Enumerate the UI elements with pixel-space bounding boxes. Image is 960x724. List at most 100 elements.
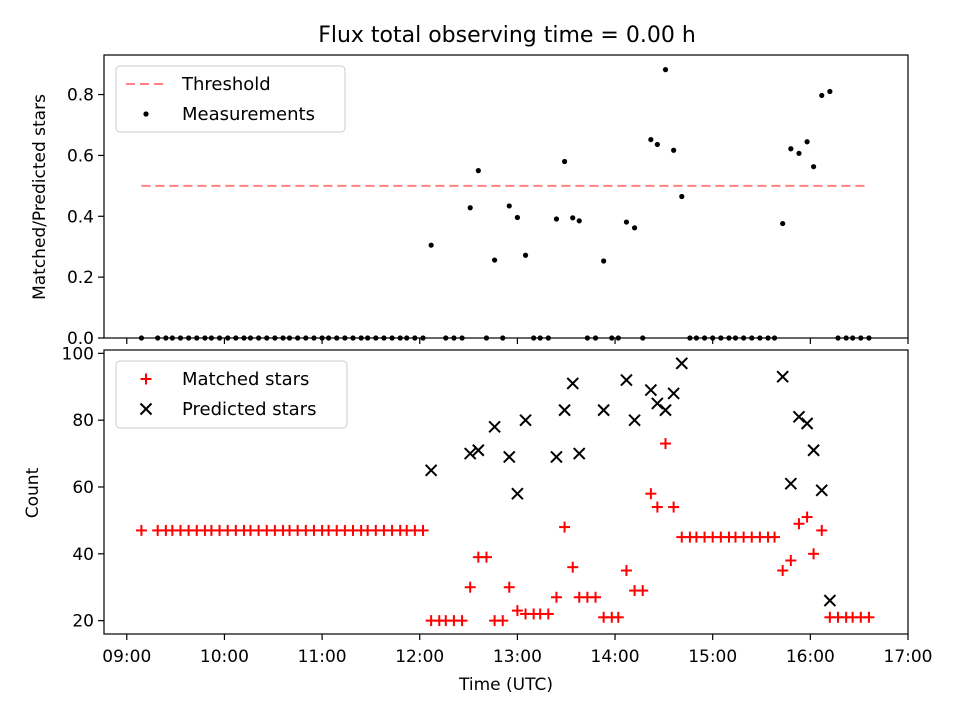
measurement-point <box>216 335 223 341</box>
measurement-point <box>561 158 568 165</box>
measurement-point <box>334 335 340 341</box>
matched-star-point <box>769 531 781 543</box>
measurement-point <box>662 67 669 73</box>
measurement-point <box>843 335 849 341</box>
measurement-point <box>225 335 231 341</box>
legend-predicted-marker <box>139 402 153 416</box>
measurement-point <box>342 335 348 341</box>
measurement-point <box>319 335 325 341</box>
measurement-point <box>350 335 356 341</box>
measurement-point <box>522 252 529 258</box>
measurement-point <box>710 335 716 341</box>
matched-star-point <box>785 554 797 566</box>
predicted-star-point <box>644 383 658 397</box>
matched-star-point <box>567 561 579 573</box>
predicted-star-point <box>776 370 789 383</box>
matched-star-points <box>135 438 875 627</box>
measurement-point <box>858 335 864 341</box>
measurement-point <box>631 225 638 231</box>
matched-star-point <box>590 591 602 603</box>
measurement-point <box>404 335 410 341</box>
legend-measurements-swatch <box>143 111 149 117</box>
measurement-point <box>451 335 457 341</box>
bottom-y-tick-label: 60 <box>72 478 94 498</box>
top-y-tick-label: 0.2 <box>67 268 94 288</box>
matched-star-point <box>863 611 875 623</box>
measurement-point <box>545 335 551 341</box>
measurement-point <box>272 335 278 341</box>
measurement-point <box>741 335 747 341</box>
measurement-point <box>138 335 145 341</box>
bottom-plot-frame <box>103 349 909 635</box>
measurement-point <box>701 335 708 341</box>
bottom-y-tick-label: 40 <box>72 545 94 565</box>
matched-star-point <box>612 611 624 623</box>
matched-star-point <box>801 511 813 523</box>
x-tick-label: 16:00 <box>786 647 835 667</box>
measurement-point <box>679 193 685 200</box>
bottom-legend: Matched stars Predicted stars <box>115 360 348 429</box>
top-legend: Threshold Measurements <box>115 65 346 133</box>
measurement-point <box>443 335 449 341</box>
measurement-point <box>194 335 200 341</box>
matched-star-point <box>542 608 554 620</box>
predicted-star-point <box>675 357 688 370</box>
predicted-star-point <box>620 373 633 387</box>
bottom-axes: 20 40 60 80 100 09:00 10:00 11:00 12:00 13:00 14:… <box>23 344 933 695</box>
measurement-point <box>788 146 794 152</box>
top-axes: 0.00.20.40.60.8 Matched/Predicted stars … <box>30 54 909 349</box>
x-tick-label: 09:00 <box>102 647 151 667</box>
measurement-point <box>732 335 739 341</box>
matched-star-point <box>808 548 820 560</box>
measurement-point <box>765 335 771 341</box>
bottom-y-axis-label: Count <box>23 467 43 518</box>
predicted-star-point <box>488 420 501 434</box>
measurement-point <box>459 335 465 341</box>
measurement-point <box>389 335 395 341</box>
measurement-point <box>492 257 498 263</box>
measurement-point <box>584 335 590 341</box>
measurement-point <box>483 335 490 341</box>
measurement-point <box>514 214 520 221</box>
measurement-point <box>531 335 537 341</box>
legend-predicted-label: Predicted stars <box>182 399 316 420</box>
matched-star-point <box>135 524 147 536</box>
x-tick-label: 15:00 <box>688 647 737 667</box>
measurement-point <box>866 335 872 341</box>
x-tick-label: 10:00 <box>200 647 249 667</box>
measurement-point <box>671 147 677 153</box>
measurement-point <box>303 335 309 341</box>
predicted-star-point <box>659 403 672 417</box>
matched-star-point <box>456 615 468 627</box>
measurement-point <box>169 335 175 341</box>
top-y-axis-label: Matched/Predicted stars <box>30 94 50 300</box>
matched-star-point <box>668 501 680 513</box>
measurement-point <box>186 335 192 341</box>
matched-star-point <box>464 581 476 593</box>
matched-star-point <box>480 551 492 563</box>
measurement-point <box>500 335 506 341</box>
measurement-point <box>286 335 293 341</box>
predicted-star-point <box>651 397 664 410</box>
measurement-point <box>177 335 184 341</box>
measurement-points <box>138 67 872 341</box>
measurement-point <box>726 335 732 341</box>
predicted-star-point <box>823 594 837 607</box>
top-y-tick-label: 0.6 <box>67 146 94 166</box>
predicted-star-point <box>792 410 806 424</box>
top-legend-box <box>115 65 346 133</box>
measurement-point <box>202 335 208 341</box>
measurement-point <box>233 335 239 341</box>
matched-star-point <box>559 521 571 533</box>
predicted-star-point <box>550 450 563 464</box>
predicted-star-point <box>511 487 524 500</box>
measurement-point <box>280 335 286 341</box>
bottom-y-ticks: 20 40 60 80 100 <box>62 344 104 632</box>
predicted-star-point <box>472 444 485 457</box>
measurement-point <box>163 335 169 341</box>
bottom-x-ticks: 09:00 10:00 11:00 12:00 13:00 14:00 15:00 16:00… <box>102 634 933 667</box>
matched-star-point <box>645 488 657 500</box>
matched-star-point <box>417 524 429 536</box>
measurement-point <box>804 139 810 145</box>
